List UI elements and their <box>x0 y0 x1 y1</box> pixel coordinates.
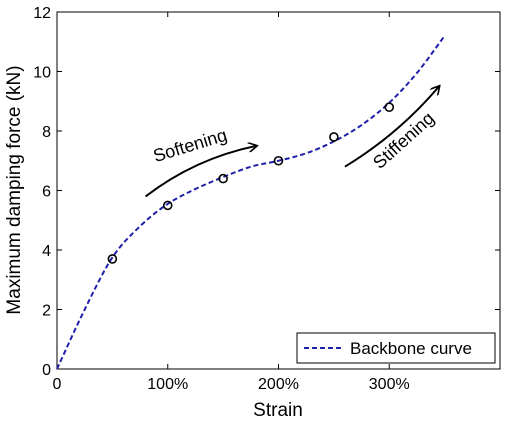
y-tick-label-0: 0 <box>42 362 51 379</box>
x-tick-label-2: 200% <box>258 376 299 393</box>
x-tick-label-3: 300% <box>369 376 410 393</box>
data-point-5 <box>384 102 395 112</box>
y-tick-label-6: 12 <box>33 5 51 22</box>
series-line-backbone <box>56 35 446 370</box>
plot-area <box>56 11 501 370</box>
y-tick-label-4: 8 <box>42 124 51 141</box>
data-point-4 <box>329 132 339 142</box>
y-tick-label-3: 6 <box>42 184 51 201</box>
data-point-3 <box>273 155 284 166</box>
x-tick-label-0: 0 <box>53 376 62 393</box>
data-point-0 <box>107 254 118 264</box>
x-tick-label-1: 100% <box>147 376 188 393</box>
annotation-arrow-0 <box>144 146 257 198</box>
y-tick-label-1: 2 <box>42 303 51 320</box>
x-axis-title: Strain <box>253 400 303 421</box>
y-tick-label-2: 4 <box>42 243 51 260</box>
ticks: 0 100% 200% 300% 0 2 4 6 8 10 12 <box>33 5 500 393</box>
y-tick-label-5: 10 <box>33 65 51 82</box>
legend-label-backbone: Backbone curve <box>350 339 472 358</box>
data-point-1 <box>162 200 173 211</box>
legend: Backbone curve <box>296 332 496 364</box>
data-point-2 <box>218 173 228 184</box>
y-axis-title: Maximum damping force (kN) <box>4 65 25 314</box>
annotation-arrow-1 <box>344 86 439 168</box>
series-layer <box>56 35 446 370</box>
